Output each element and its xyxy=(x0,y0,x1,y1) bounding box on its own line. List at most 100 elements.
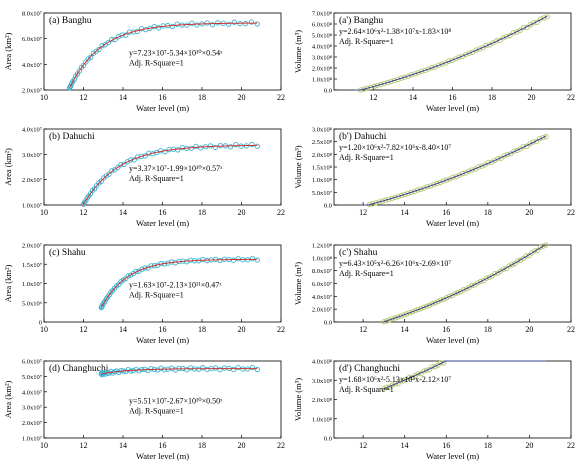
r-square-label: Adj. R-Square=1 xyxy=(339,385,394,394)
x-tick-label: 10 xyxy=(40,441,48,450)
r-square-label: Adj. R-Square=1 xyxy=(339,37,394,46)
data-point xyxy=(233,142,239,148)
x-tick-label: 12 xyxy=(359,325,367,334)
x-axis-title: Water level (m) xyxy=(136,218,189,228)
panel-label: (c) Shahu xyxy=(49,247,86,258)
fit-curve xyxy=(81,144,258,206)
y-axis-title: Area (km²) xyxy=(3,264,13,302)
y-tick-label: 2.0x10⁸ xyxy=(312,397,333,404)
data-point xyxy=(409,309,415,315)
r-square-label: Adj. R-Square=1 xyxy=(129,290,184,299)
x-tick-label: 20 xyxy=(525,208,533,217)
fit-equation: y=6.43×10⁵x²-6.26×10⁶x-2.69×10⁷ xyxy=(339,259,451,268)
data-point xyxy=(174,21,180,27)
data-point xyxy=(378,81,384,88)
data-point xyxy=(106,171,112,177)
x-tick-label: 14 xyxy=(401,208,409,217)
data-point xyxy=(469,167,475,173)
data-point xyxy=(254,366,260,373)
y-tick-label: 6.0x10⁸ xyxy=(312,22,333,29)
data-point xyxy=(438,297,444,303)
x-tick-label: 20 xyxy=(238,441,246,450)
data-point xyxy=(133,366,139,372)
data-point xyxy=(136,368,142,374)
data-point xyxy=(517,27,523,33)
data-point xyxy=(466,168,472,174)
x-tick-label: 12 xyxy=(80,93,88,102)
data-point xyxy=(215,20,221,26)
data-point xyxy=(432,364,438,370)
y-tick-label: 2.0x10⁷ xyxy=(312,307,332,314)
panel-label: (d') Changhuchi xyxy=(339,363,400,374)
data-point xyxy=(83,198,89,204)
x-tick-label: 14 xyxy=(401,325,409,334)
data-point xyxy=(459,170,466,177)
y-tick-label: 1.0x10⁸ xyxy=(312,255,333,262)
x-tick-label: 18 xyxy=(198,441,206,450)
y-tick-label: 5.0x10⁸ xyxy=(312,33,333,40)
y-tick-label: 0.0 xyxy=(324,88,332,95)
x-tick-label: 16 xyxy=(442,208,450,217)
y-tick-label: 0 xyxy=(39,320,42,327)
data-point xyxy=(162,149,168,155)
data-point xyxy=(425,66,432,72)
y-tick-label: 2.0x10⁸ xyxy=(312,66,333,73)
data-point xyxy=(537,244,544,250)
x-tick-label: 12 xyxy=(370,93,378,102)
r-square-label: Adj. R-Square=1 xyxy=(129,406,184,415)
y-tick-label: 7.0x10⁸ xyxy=(312,11,333,18)
panel-label: (b) Dahuchi xyxy=(49,131,95,142)
panel-label: (b') Dahuchi xyxy=(339,131,387,142)
data-point xyxy=(479,163,485,169)
data-point xyxy=(204,366,210,373)
fit-curve xyxy=(383,360,547,390)
data-point xyxy=(373,200,379,206)
data-point xyxy=(389,316,396,322)
data-point xyxy=(540,243,546,249)
data-point xyxy=(207,143,214,149)
data-point xyxy=(370,201,376,207)
y-tick-label: 2.0x10⁷ xyxy=(22,88,42,95)
y-axis-title: Area (km²) xyxy=(3,148,13,186)
data-point xyxy=(125,273,131,279)
x-tick-label: 12 xyxy=(80,325,88,334)
y-tick-label: 3.0x10⁸ xyxy=(312,127,333,134)
data-point xyxy=(495,155,501,162)
data-point xyxy=(402,74,408,80)
data-point xyxy=(398,313,404,319)
y-tick-label: 1.0x10⁷ xyxy=(22,436,42,443)
data-point xyxy=(415,306,421,313)
fit-curve xyxy=(383,244,547,323)
data-point xyxy=(204,20,210,26)
data-point xyxy=(388,78,394,85)
data-point xyxy=(435,62,442,68)
data-point xyxy=(391,77,398,83)
x-tick-label: 12 xyxy=(80,208,88,217)
y-tick-label: 1.0x10⁸ xyxy=(312,416,333,423)
r-square-label: Adj. R-Square=1 xyxy=(129,58,184,67)
data-point xyxy=(432,300,438,306)
x-tick-label: 14 xyxy=(409,93,417,102)
data-point xyxy=(379,198,386,204)
data-point xyxy=(429,301,435,307)
y-tick-label: 3.0x10⁸ xyxy=(312,55,333,62)
y-tick-label: 1.2x10⁸ xyxy=(312,243,333,250)
x-tick-label: 16 xyxy=(159,208,167,217)
data-point xyxy=(405,190,411,196)
y-tick-label: 2.0x10⁸ xyxy=(312,152,333,159)
x-tick-label: 10 xyxy=(40,325,48,334)
data-point xyxy=(193,143,199,150)
y-tick-label: 4.0x10⁸ xyxy=(312,359,333,366)
y-tick-label: 8.0x10⁷ xyxy=(22,11,42,18)
data-point xyxy=(395,314,401,320)
data-point xyxy=(509,262,515,268)
data-point xyxy=(475,280,481,286)
data-point xyxy=(106,292,112,298)
x-tick-label: 20 xyxy=(525,325,533,334)
data-point xyxy=(426,302,433,308)
data-point xyxy=(217,366,223,373)
x-tick-label: 16 xyxy=(159,325,167,334)
fit-curve xyxy=(69,22,258,88)
data-point xyxy=(235,256,241,262)
panel-label: (c') Shahu xyxy=(339,247,378,258)
